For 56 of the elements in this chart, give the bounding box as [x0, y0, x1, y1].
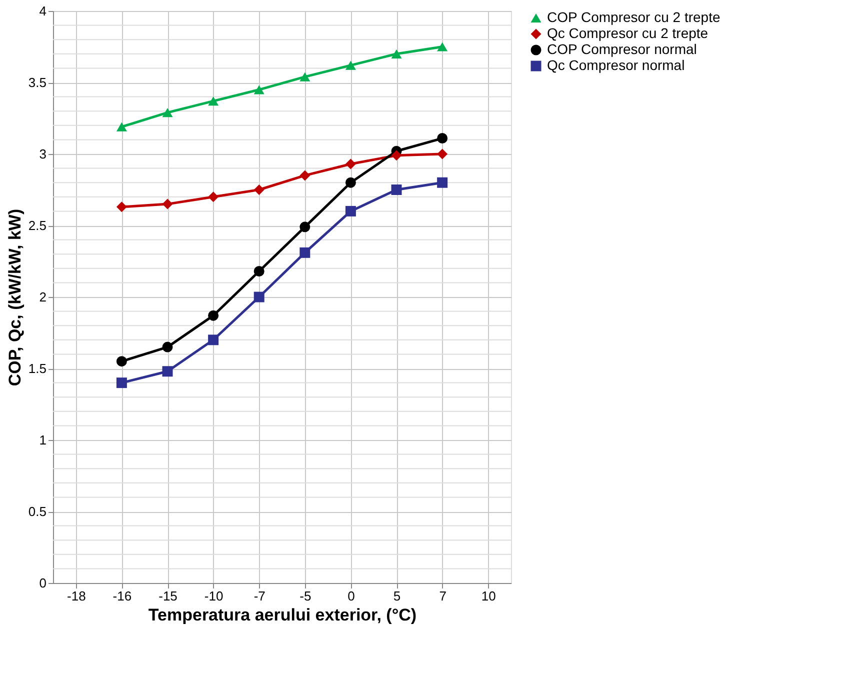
point [391, 150, 402, 161]
point [300, 72, 310, 82]
point [437, 148, 448, 160]
point [391, 184, 402, 195]
legend-label: Qc Compresor normal [547, 57, 685, 73]
y-tick-label: 1.5 [28, 361, 46, 376]
point [254, 184, 264, 195]
point [300, 247, 310, 258]
legend-label: COP Compresor cu 2 trepte [547, 9, 720, 25]
y-axis-title: COP, Qc, (kW/kW, kW) [5, 208, 24, 386]
y-tick-label: 1 [39, 432, 46, 448]
point [208, 310, 219, 321]
y-tick-label: 0 [39, 576, 46, 590]
y-tick-label: 4 [39, 4, 46, 18]
y-tick-label: 2.5 [28, 218, 46, 233]
point [208, 334, 219, 346]
point [345, 177, 356, 188]
x-tick-label: 10 [481, 588, 496, 604]
x-tick-label: 5 [393, 588, 401, 604]
point [437, 133, 448, 144]
x-tick-label: -7 [254, 588, 266, 604]
y-tick-label: 0.5 [28, 504, 46, 519]
y-tick-label: 3 [39, 146, 46, 162]
point [208, 96, 219, 106]
point [254, 292, 264, 302]
point [345, 158, 356, 170]
point [116, 356, 127, 367]
point [116, 202, 127, 212]
x-tick-label: -5 [300, 588, 312, 604]
x-tick-label: -16 [112, 588, 132, 604]
y-tick-label: 3.5 [28, 75, 46, 90]
point [162, 342, 173, 352]
point [300, 222, 310, 232]
x-tick-label: 0 [348, 588, 355, 604]
point [208, 192, 219, 202]
point [254, 266, 264, 276]
point [254, 85, 264, 94]
point [162, 198, 173, 210]
x-tick-label: 7 [439, 588, 446, 604]
point [300, 170, 310, 181]
point [437, 42, 448, 52]
point [437, 177, 448, 188]
x-tick-label: -10 [204, 588, 224, 604]
y-tick-label: 2 [39, 290, 46, 304]
x-tick-label: -18 [67, 588, 86, 604]
point [391, 49, 402, 58]
legend-label: COP Compresor normal [547, 41, 697, 57]
legend-label: Qc Compresor cu 2 trepte [547, 25, 708, 41]
point [116, 122, 127, 132]
x-axis-title: Temperatura aerului exterior, (°C) [148, 606, 417, 624]
point [162, 108, 173, 118]
point [116, 378, 127, 388]
point [162, 366, 173, 377]
x-tick-label: -15 [158, 588, 178, 604]
point [345, 60, 356, 70]
point [345, 206, 356, 216]
